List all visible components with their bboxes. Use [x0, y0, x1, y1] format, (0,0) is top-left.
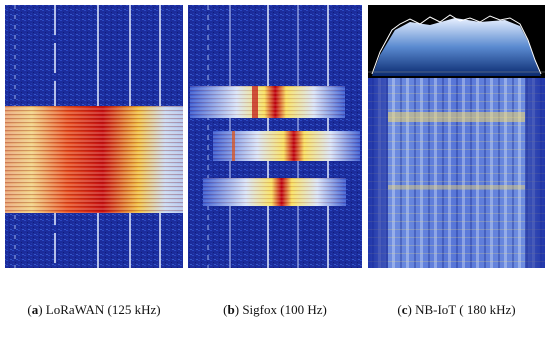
caption: (a) LoRaWAN (125 kHz) — [5, 302, 183, 318]
lora-spectrogram — [5, 5, 183, 268]
caption-letter: a — [31, 302, 39, 317]
figure-images — [5, 5, 545, 268]
caption: (b) Sigfox (100 Hz) — [188, 302, 362, 318]
caption-open: ( — [27, 302, 32, 317]
caption-letter: c — [401, 302, 408, 317]
caption-open: ( — [397, 302, 402, 317]
caption-text: ) Sigfox (100 Hz) — [234, 302, 327, 317]
caption: (c) NB-IoT ( 180 kHz) — [368, 302, 545, 318]
sigfox-spectrogram — [188, 5, 362, 268]
caption-letter: b — [227, 302, 235, 317]
caption-text: ) NB-IoT ( 180 kHz) — [407, 302, 516, 317]
caption-text: ) LoRaWAN (125 kHz) — [38, 302, 161, 317]
nbiot-spectrum — [368, 5, 545, 268]
caption-open: ( — [223, 302, 228, 317]
